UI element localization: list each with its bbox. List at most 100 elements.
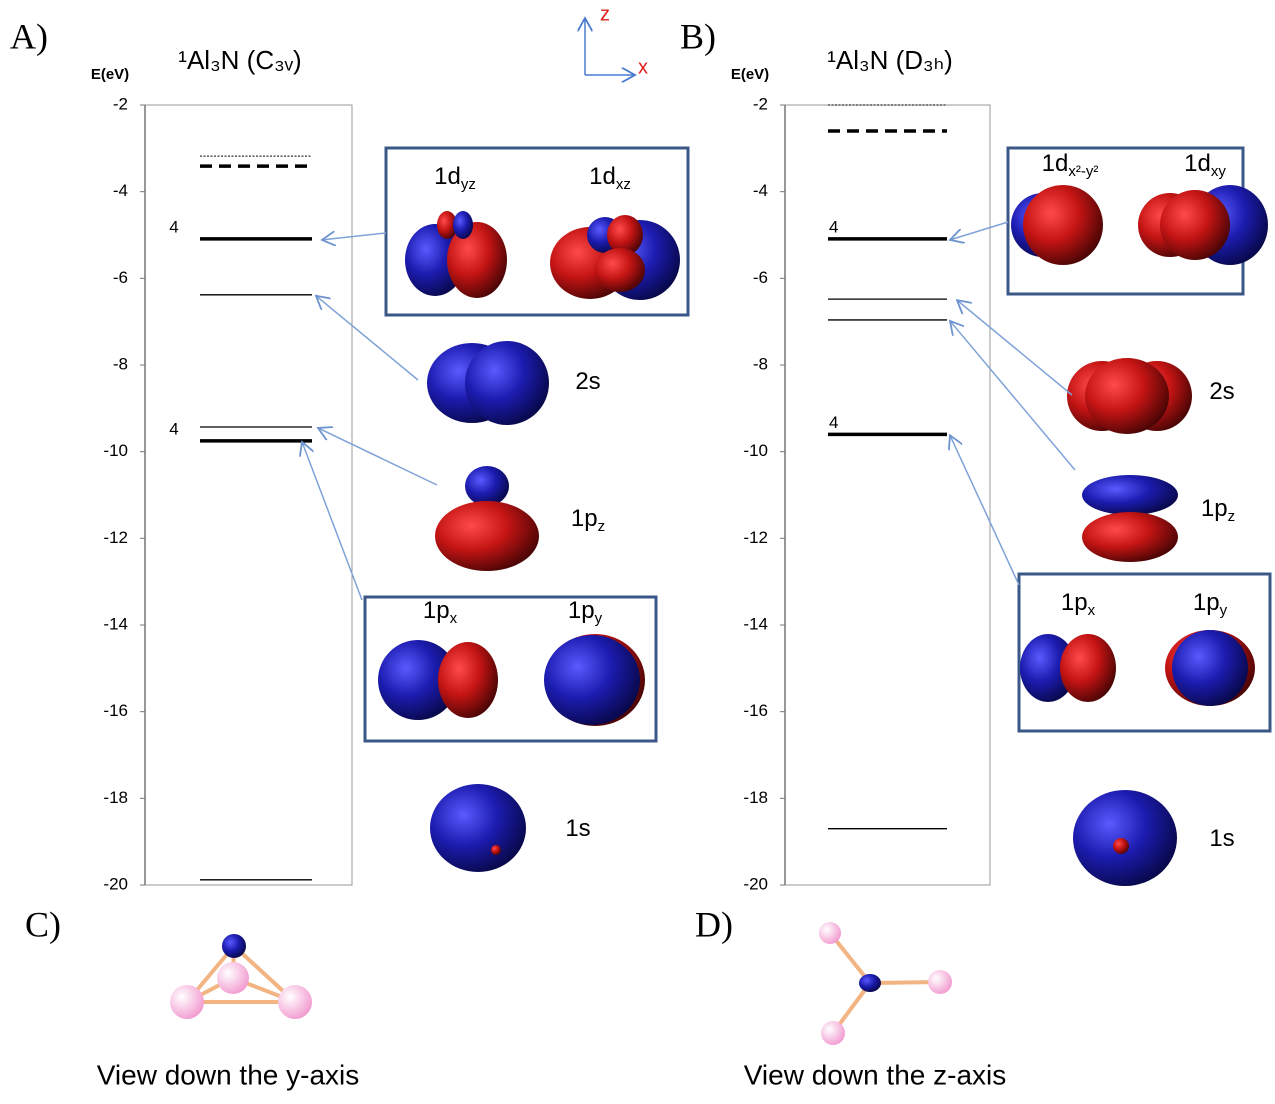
orbital-name: 2s [1209, 378, 1234, 405]
structure-c [170, 934, 312, 1019]
orbital-subscript: xz [616, 176, 631, 193]
structure-d [819, 922, 952, 1045]
y-tick-label: -16 [743, 701, 768, 720]
y-tick-label: -18 [103, 788, 128, 807]
orbital-isosurface [1165, 630, 1255, 706]
orbital-name: 1d [589, 163, 616, 190]
orbital-name: 1s [1209, 825, 1234, 852]
lobe [465, 466, 509, 506]
orbital-label: 2s [575, 368, 600, 395]
orbital-isosurface [1082, 475, 1178, 562]
orbital-label: 1py [568, 597, 603, 627]
arrow [950, 222, 1008, 240]
lobe [1160, 190, 1230, 260]
degeneracy-label: 4 [169, 217, 178, 236]
orbital-label: 1py [1193, 589, 1228, 619]
y-tick-label: -10 [103, 441, 128, 460]
orbital-isosurface [1073, 790, 1177, 886]
lobe [1023, 185, 1103, 265]
z-label: z [600, 3, 610, 25]
y-tick-label: -14 [743, 614, 768, 633]
orbital-label: 1dxz [589, 163, 631, 193]
orbital-name: 2s [575, 368, 600, 395]
orbital-label: 1s [1209, 825, 1234, 852]
degeneracy-label: 4 [169, 419, 178, 438]
orbital-name: 1s [565, 815, 590, 842]
panel-label: B) [680, 16, 716, 56]
caption: View down the z-axis [744, 1059, 1007, 1090]
orbital-subscript: z [598, 518, 606, 535]
orbital-label: 1dx²-y² [1042, 150, 1099, 180]
y-tick-label: -8 [753, 354, 768, 373]
lobe [1073, 790, 1177, 886]
panel-label: A) [10, 16, 48, 56]
arrow [957, 300, 1072, 395]
y-tick-label: -20 [103, 874, 128, 893]
plot-frame [785, 105, 990, 885]
orbital-isosurface [1011, 185, 1103, 265]
arrow [322, 233, 386, 240]
lobe [595, 248, 645, 292]
arrow [950, 321, 1075, 470]
orbital-name: 1p [1193, 589, 1220, 616]
orbital-label: 1s [565, 815, 590, 842]
orbital-subscript: x [450, 610, 458, 627]
lobe [1172, 630, 1248, 706]
orbital-isosurface [544, 634, 645, 726]
orbital-subscript: yz [461, 176, 476, 193]
caption: View down the y-axis [97, 1059, 360, 1090]
lobe [1082, 512, 1178, 562]
orbital-label: 1px [423, 597, 458, 627]
y-tick-label: -10 [743, 441, 768, 460]
lobe [435, 501, 539, 571]
orbital-name: 1d [1042, 150, 1069, 177]
y-tick-label: -12 [743, 528, 768, 547]
axis-indicator: z x [585, 3, 648, 78]
chart-title: ¹Al₃N (D₃ₕ) [827, 45, 953, 75]
y-tick-label: -4 [113, 181, 128, 200]
lobe [430, 784, 526, 872]
figure: z x C) D) View down the y-axis View down… [0, 0, 1275, 1099]
orbital-name: 1p [423, 597, 450, 624]
y-tick-label: -18 [743, 788, 768, 807]
orbital-subscript: z [1228, 508, 1236, 525]
orbital-isosurface [430, 784, 526, 872]
chart-title: ¹Al₃N (C₃ᵥ) [178, 45, 301, 75]
orbital-isosurface [1020, 634, 1116, 702]
orbital-label: 1dxy [1184, 150, 1226, 180]
y-tick-label: -4 [753, 181, 768, 200]
y-tick-label: -12 [103, 528, 128, 547]
y-tick-label: -8 [113, 354, 128, 373]
orbital-isosurface [550, 215, 680, 300]
orbital-name: 1d [434, 163, 461, 190]
orbital-isosurface [378, 640, 498, 720]
lobe [1085, 358, 1169, 434]
orbital-subscript: y [1220, 602, 1228, 619]
orbital-isosurface [405, 211, 507, 298]
orbital-isosurface [1067, 358, 1192, 434]
orbital-isosurface [427, 341, 549, 425]
arrow [950, 435, 1019, 585]
orbital-name: 1p [1201, 495, 1228, 522]
degeneracy-label: 4 [829, 217, 838, 236]
lobe [544, 635, 640, 725]
lobe [1113, 838, 1129, 854]
panel-label: C) [25, 904, 61, 944]
y-tick-label: -16 [103, 701, 128, 720]
degeneracy-label: 4 [829, 413, 838, 432]
orbital-label: 1px [1061, 589, 1096, 619]
y-tick-label: -20 [743, 874, 768, 893]
orbital-label: 1dyz [434, 163, 476, 193]
y-axis-label: E(eV) [731, 66, 769, 83]
orbital-name: 1p [571, 505, 598, 532]
orbital-label: 2s [1209, 378, 1234, 405]
y-tick-label: -6 [113, 268, 128, 287]
orbital-subscript: xy [1211, 163, 1227, 180]
orbital-isosurface [435, 466, 539, 571]
orbital-name: 1d [1184, 150, 1211, 177]
lobe [438, 642, 498, 718]
orbital-subscript: x²-y² [1068, 163, 1098, 180]
arrow [316, 296, 418, 380]
lobe [491, 845, 501, 855]
y-tick-label: -6 [753, 268, 768, 287]
